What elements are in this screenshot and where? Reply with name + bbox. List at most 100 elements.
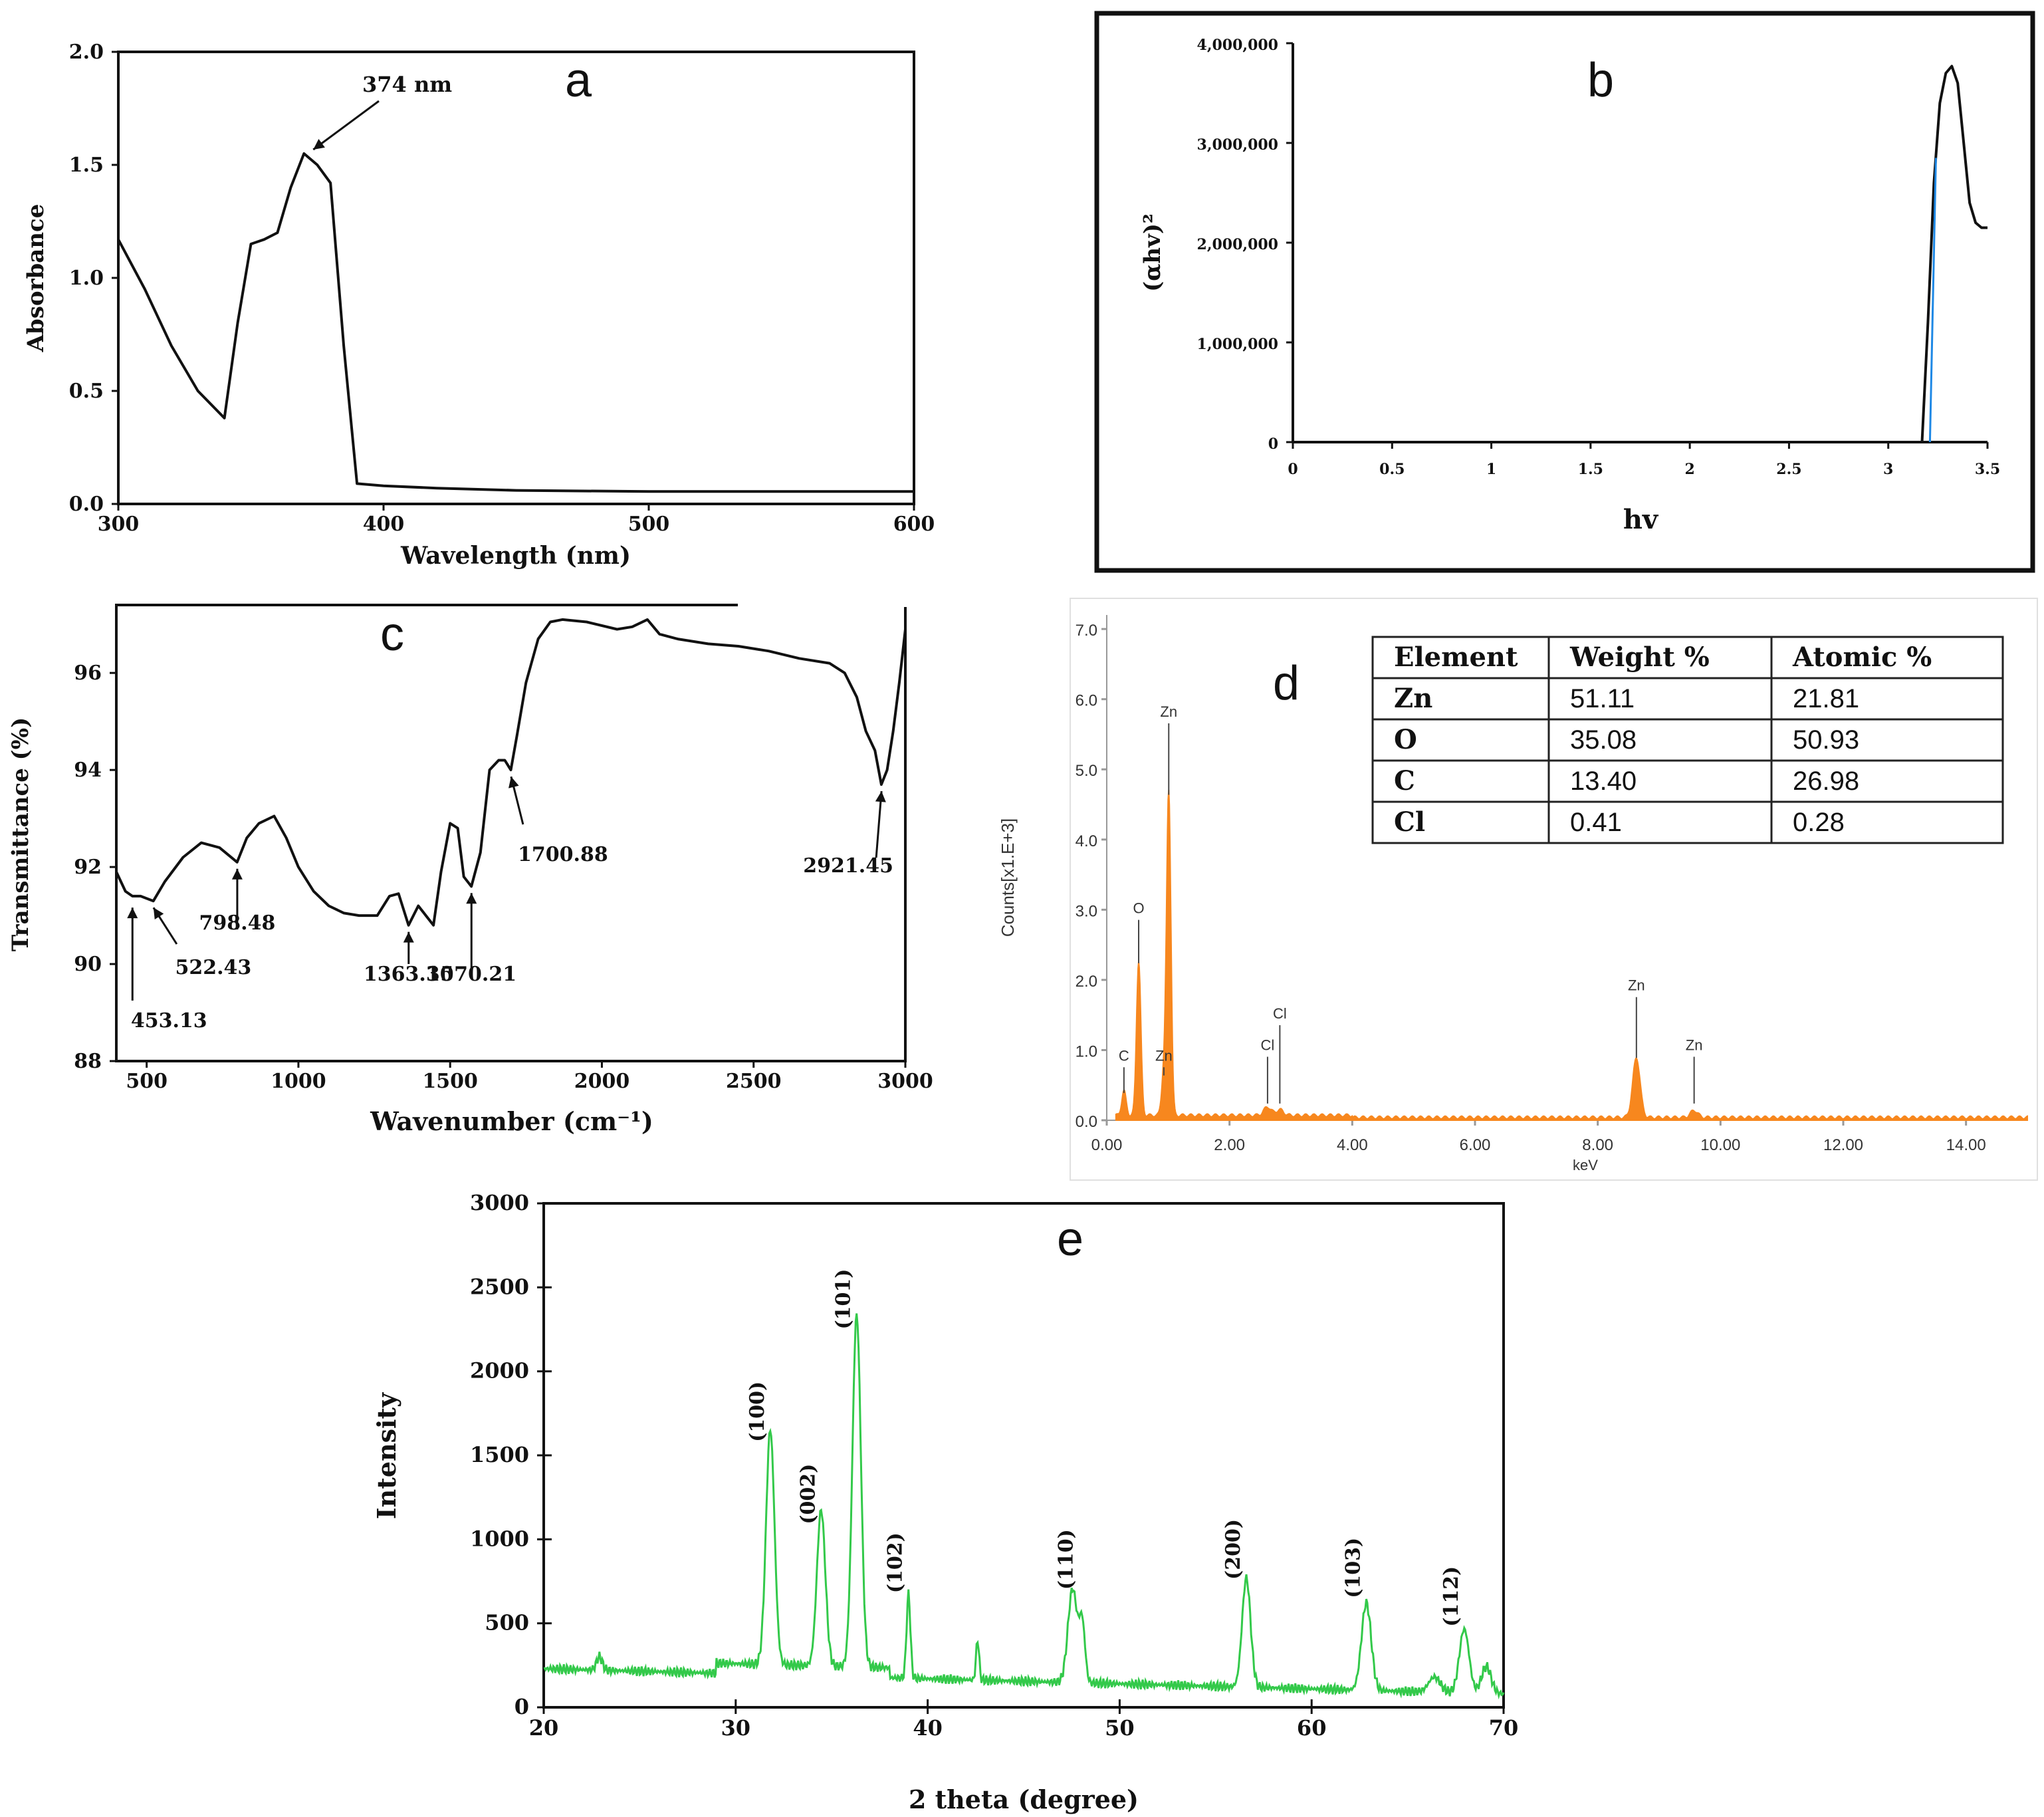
x-tick-label: 2.00 xyxy=(1214,1136,1245,1154)
y-axis-label: Intensity xyxy=(372,1392,401,1519)
table-cell: 50.93 xyxy=(1793,725,1859,755)
y-tick-label: 500 xyxy=(485,1610,529,1635)
x-axis-label: keV xyxy=(1573,1157,1598,1173)
peak-element-label: Zn xyxy=(1628,977,1645,994)
panel-c: 500 1000 1500 2000 2500 3000 88 90 92 94 96 c Transm… xyxy=(7,602,933,1136)
y-tick-label: 1.5 xyxy=(69,154,104,177)
peak-element-label: O xyxy=(1133,900,1144,917)
plot-frame xyxy=(117,51,915,505)
peak-arrow-head xyxy=(466,893,477,904)
y-tick-label: 4.0 xyxy=(1076,832,1097,850)
plot-frame xyxy=(542,1202,1505,1709)
y-tick-label: 96 xyxy=(74,662,102,685)
peak-label: 1570.21 xyxy=(426,963,516,986)
y-tick-label: 0 xyxy=(514,1694,529,1719)
x-tick-label: 60 xyxy=(1297,1715,1327,1741)
table-cell: Cl xyxy=(1394,806,1425,838)
panel-label: c xyxy=(380,608,404,661)
panel-d: 0.00 2.00 4.00 6.00 8.00 10.00 12.00 14.00 0.0 1.… xyxy=(998,615,2028,1173)
peak-label: 522.43 xyxy=(175,956,251,979)
y-axis-label: Absorbance xyxy=(23,204,49,353)
panel-label: d xyxy=(1273,657,1300,710)
plot-frame xyxy=(115,604,907,1062)
x-tick-label: 0.00 xyxy=(1091,1136,1123,1154)
x-tick-label: 50 xyxy=(1105,1715,1135,1741)
peak-label: 453.13 xyxy=(131,1009,207,1032)
peak-label: 1363.30 xyxy=(364,963,454,986)
x-axis-label: hv xyxy=(1623,504,1659,535)
peak-element-label: C xyxy=(1119,1047,1129,1064)
x-tick-label: 2 xyxy=(1684,461,1694,478)
peak-arrow-head xyxy=(875,791,886,802)
table-header-cell: Atomic % xyxy=(1792,642,1932,673)
y-tick-label: 92 xyxy=(74,856,102,879)
panel-label: e xyxy=(1057,1213,1083,1266)
x-tick-label: 1 xyxy=(1486,461,1496,478)
x-tick-label: 2000 xyxy=(574,1070,630,1093)
table-cell: 13.40 xyxy=(1570,767,1637,796)
x-tick-label: 400 xyxy=(363,513,405,536)
peak-arrow-head xyxy=(509,777,519,788)
y-tick-label: 7.0 xyxy=(1076,622,1097,640)
x-tick-label: 30 xyxy=(721,1715,751,1741)
reflection-label: (002) xyxy=(796,1464,820,1524)
tauc-curve xyxy=(1920,64,1987,443)
x-tick-label: 2500 xyxy=(726,1070,782,1093)
x-tick-label: 40 xyxy=(913,1715,943,1741)
reflection-label: (110) xyxy=(1055,1529,1078,1590)
y-tick-label: 88 xyxy=(74,1050,102,1073)
y-tick-label: 1000 xyxy=(470,1526,529,1551)
x-tick-label: 3 xyxy=(1883,461,1893,478)
y-tick-label: 1,000,000 xyxy=(1197,336,1278,353)
panel-d-border xyxy=(1070,598,2038,1181)
frame-gap xyxy=(738,602,911,607)
table-cell: C xyxy=(1394,765,1415,796)
panel-b: 0 0.5 1 1.5 2 2.5 3 3.5 0 1,000,000 2,000,000 3,000… xyxy=(1139,37,2000,535)
y-tick-label: 0 xyxy=(1268,435,1278,453)
x-tick-label: 1.5 xyxy=(1578,461,1603,478)
x-tick-label: 0.5 xyxy=(1379,461,1405,478)
reflection-label: (102) xyxy=(884,1532,907,1593)
table-cell: O xyxy=(1394,724,1417,755)
table-cell: Zn xyxy=(1394,683,1432,714)
y-tick-label: 6.0 xyxy=(1076,692,1097,710)
x-tick-label: 1500 xyxy=(422,1070,478,1093)
y-tick-label: 3,000,000 xyxy=(1197,136,1278,154)
y-tick-label: 90 xyxy=(74,953,102,976)
peak-arrow-head xyxy=(127,908,138,919)
reflection-label: (200) xyxy=(1222,1519,1245,1580)
peak-arrow-head xyxy=(403,931,414,943)
panel-a: 300 400 500 600 0.0 0.5 1.0 1.5 2.0 a Absorbance Wa… xyxy=(23,41,935,570)
ftir-line xyxy=(115,618,907,927)
panel-b-border xyxy=(1094,11,2035,573)
x-tick-label: 10.00 xyxy=(1700,1136,1740,1154)
absorbance-line xyxy=(117,152,914,493)
x-tick-label: 300 xyxy=(98,513,140,536)
table-cell: 51.11 xyxy=(1570,684,1635,713)
table-cell: 35.08 xyxy=(1570,725,1637,755)
x-tick-label: 8.00 xyxy=(1582,1136,1613,1154)
reflection-label: (100) xyxy=(746,1382,769,1442)
x-tick-label: 600 xyxy=(893,513,935,536)
table-cell: 0.28 xyxy=(1793,808,1845,837)
y-tick-label: 2,000,000 xyxy=(1197,236,1278,253)
annotation-arrow-head xyxy=(313,139,325,150)
x-tick-label: 12.00 xyxy=(1823,1136,1863,1154)
y-tick-label: 1.0 xyxy=(1076,1042,1097,1060)
y-tick-label: 2000 xyxy=(470,1358,529,1384)
y-tick-label: 0.0 xyxy=(1076,1113,1097,1131)
x-tick-label: 20 xyxy=(529,1715,559,1741)
y-axis-label: Transmittance (%) xyxy=(7,717,34,951)
reflection-label: (103) xyxy=(1342,1538,1365,1598)
y-tick-label: 2.0 xyxy=(69,41,104,64)
x-tick-label: 70 xyxy=(1489,1715,1519,1741)
peak-element-label: Zn xyxy=(1686,1036,1703,1053)
x-tick-label: 6.00 xyxy=(1460,1136,1491,1154)
y-tick-label: 4,000,000 xyxy=(1197,37,1278,54)
table-header-cell: Element xyxy=(1394,642,1518,673)
y-tick-label: 1500 xyxy=(470,1442,529,1467)
panel-e: 20 30 40 50 60 70 0 500 1000 1500 2000 2500 3000 (100… xyxy=(372,1190,1518,1814)
x-tick-label: 3.5 xyxy=(1975,461,2000,478)
x-tick-label: 0 xyxy=(1288,461,1298,478)
